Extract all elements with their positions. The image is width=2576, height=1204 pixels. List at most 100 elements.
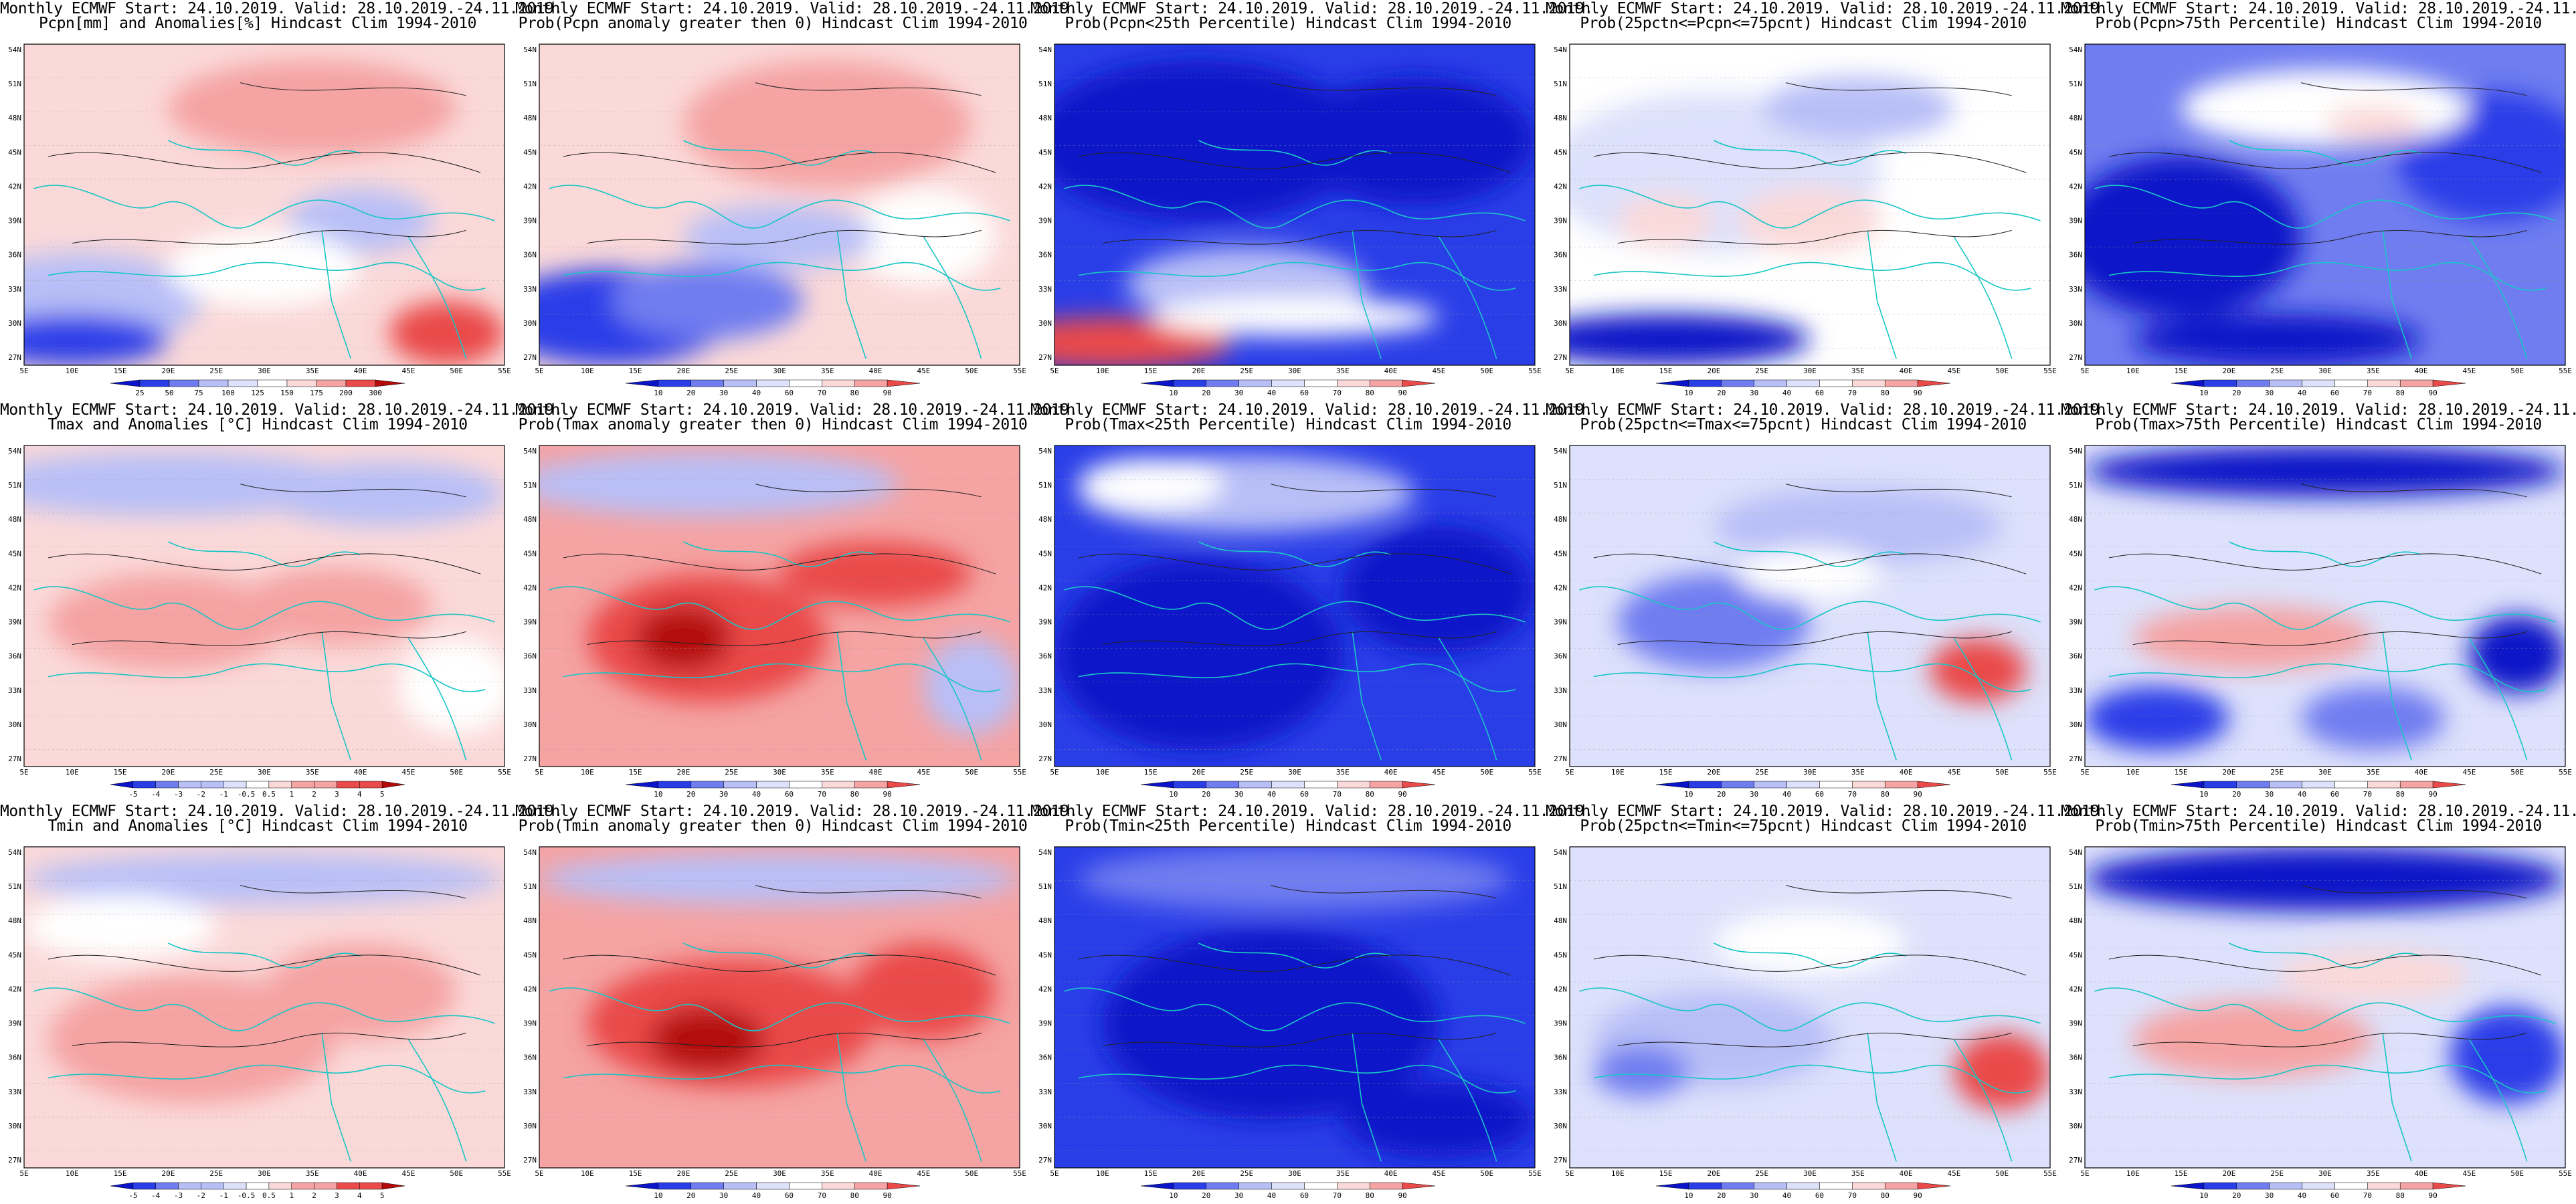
coastline	[2108, 663, 2547, 692]
colorbar-swatch	[1917, 781, 1951, 789]
longitude-label: 50E	[450, 367, 463, 375]
colorbar-swatch	[1337, 781, 1370, 789]
colorbar-swatch	[2171, 781, 2205, 789]
latitude-label: 33N	[1038, 285, 1052, 294]
colorbar-swatch	[1238, 1182, 1272, 1190]
longitude-label: 20E	[1192, 367, 1205, 375]
colorbar-swatch	[756, 781, 790, 789]
contour-line	[2108, 955, 2542, 976]
longitude-label: 20E	[161, 1169, 175, 1178]
anomaly-region	[1342, 1081, 1535, 1159]
colorbar-label: 90	[2428, 1191, 2437, 1200]
colorbar-swatch	[2269, 379, 2302, 387]
longitude-label: 10E	[1096, 768, 1109, 777]
contour-line	[755, 484, 982, 498]
latitude-label: 39N	[523, 618, 537, 627]
colorbar-label: 70	[1848, 389, 1857, 397]
colorbar-swatch	[2399, 781, 2433, 789]
latitude-label: 36N	[1038, 251, 1052, 260]
colorbar-swatch	[723, 781, 757, 789]
latitude-label: 27N	[523, 755, 537, 763]
latitude-label: 36N	[2069, 652, 2082, 661]
latitude-label: 30N	[2069, 1122, 2082, 1130]
colorbar-label: 60	[785, 389, 794, 397]
colorbar-swatch	[1655, 781, 1689, 789]
anomaly-region	[1342, 526, 1535, 654]
colorbar-swatch	[625, 781, 659, 789]
longitude-label: 5E	[1050, 768, 1059, 777]
latitude-label: 39N	[2069, 618, 2082, 627]
anomaly-region	[635, 606, 732, 670]
latitude-label: 33N	[8, 686, 21, 695]
anomaly-region	[2325, 105, 2421, 144]
longitude-label: 45E	[401, 367, 415, 375]
colorbar-swatch	[2367, 781, 2401, 789]
colorbar-label: 30	[1750, 389, 1758, 397]
latitude-label: 36N	[1554, 251, 1567, 260]
colorbar-swatch	[2367, 379, 2401, 387]
latitude-label: 36N	[1038, 652, 1052, 661]
latitude-label: 45N	[523, 148, 537, 157]
longitude-label: 10E	[581, 367, 594, 375]
colorbar-swatch	[169, 379, 199, 387]
map-frame	[1569, 43, 2051, 366]
longitude-label: 25E	[2270, 768, 2284, 777]
coastline	[1064, 987, 1526, 1031]
colorbar-swatch	[1140, 1182, 1174, 1190]
panel-title-line2: Prob(Tmin anomaly greater then 0) Hindca…	[518, 817, 1028, 835]
longitude-label: 30E	[773, 367, 786, 375]
anomaly-region	[539, 853, 1020, 905]
longitude-label: 40E	[869, 367, 883, 375]
latitude-label: 51N	[523, 481, 537, 490]
latitude-label: 51N	[523, 882, 537, 891]
longitude-label: 45E	[1432, 768, 1445, 777]
colorbar-swatch	[1369, 781, 1403, 789]
longitude-label: 55E	[498, 1169, 511, 1178]
colorbar-label: 40	[2298, 389, 2306, 397]
colorbar-label: 80	[2396, 790, 2405, 799]
latitude-label: 51N	[1554, 882, 1567, 891]
longitude-label: 50E	[450, 768, 463, 777]
coastline	[1593, 262, 2031, 291]
coastline	[1198, 942, 1391, 969]
latitude-label: 42N	[1038, 583, 1052, 592]
coastline	[1579, 987, 2041, 1031]
contour-line	[72, 229, 466, 245]
map-frame	[1054, 43, 1536, 366]
colorbar-swatch	[337, 1182, 360, 1190]
colorbar-label: -2	[197, 790, 205, 799]
colorbar-swatch	[789, 1182, 822, 1190]
longitude-label: 10E	[66, 768, 79, 777]
panel-title-line1: Monthly ECMWF Start: 24.10.2019. Valid: …	[1546, 0, 2108, 17]
contour-line	[1617, 1032, 2012, 1047]
colorbar-swatch	[2236, 1182, 2270, 1190]
longitude-label: 25E	[1755, 367, 1768, 375]
contour-line	[587, 631, 982, 646]
latitude-label: 54N	[1554, 848, 1567, 857]
longitude-label: 5E	[535, 768, 543, 777]
colorbar-swatch	[1140, 781, 1174, 789]
longitude-label: 30E	[258, 367, 271, 375]
colorbar-swatch	[1852, 781, 1885, 789]
latitude-label: 30N	[1554, 720, 1567, 729]
latitude-label: 33N	[2069, 285, 2082, 294]
longitude-label: 50E	[965, 367, 978, 375]
longitude-label: 35E	[306, 768, 319, 777]
colorbar-label: 80	[1881, 1191, 1890, 1200]
anomaly-region	[2181, 70, 2470, 147]
latitude-label: 42N	[2069, 985, 2082, 993]
panel-title-line2: Prob(Pcpn<25th Percentile) Hindcast Clim…	[1065, 15, 1511, 32]
colorbar-label: 20	[1717, 1191, 1726, 1200]
colorbar-swatch	[2334, 379, 2368, 387]
longitude-label: 5E	[1050, 1169, 1059, 1178]
longitude-label: 15E	[629, 1169, 642, 1178]
coastline	[1579, 586, 2041, 630]
longitude-label: 35E	[1851, 367, 1865, 375]
longitude-label: 30E	[2318, 367, 2332, 375]
longitude-label: 55E	[2043, 1169, 2057, 1178]
colorbar-label: 20	[2232, 389, 2241, 397]
anomaly-region	[2132, 314, 2421, 365]
coastline	[1078, 1064, 1516, 1094]
